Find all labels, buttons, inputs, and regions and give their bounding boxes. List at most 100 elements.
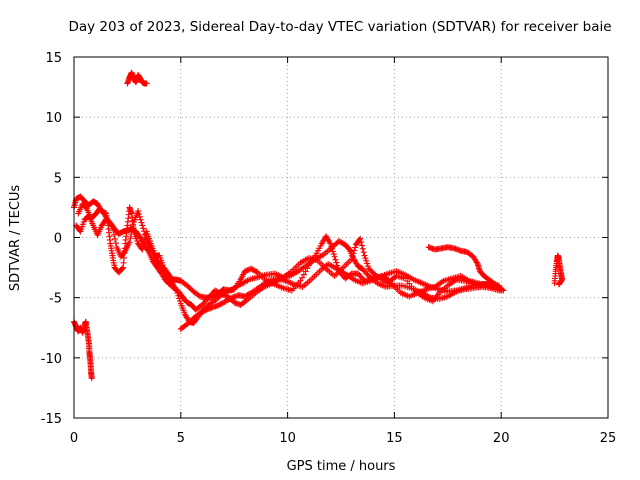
data-point-marker (111, 231, 118, 238)
data-point-marker (327, 240, 334, 247)
series-segment-early-high (124, 69, 150, 87)
data-point-marker (200, 300, 207, 307)
y-tick-label: 15 (45, 51, 62, 66)
data-point-marker (112, 240, 119, 247)
data-point-marker (357, 235, 364, 242)
data-point-marker (299, 274, 306, 281)
y-tick-label: -5 (49, 292, 62, 307)
data-point-marker (174, 290, 181, 297)
data-point-marker (348, 256, 355, 263)
data-point-marker (173, 287, 180, 294)
data-point-marker (139, 222, 146, 229)
data-point-marker (143, 80, 150, 87)
data-point-marker (337, 238, 344, 245)
data-point-marker (214, 288, 221, 295)
data-point-marker (473, 259, 480, 266)
data-series (71, 69, 566, 382)
data-point-marker (195, 292, 202, 299)
data-point-marker (243, 292, 250, 299)
data-point-marker (135, 208, 142, 215)
data-point-marker (359, 265, 366, 272)
series-segment-early-negative (71, 318, 95, 382)
data-point-marker (249, 266, 256, 273)
data-point-marker (138, 219, 145, 226)
data-point-marker (358, 274, 365, 281)
series-trace-3 (75, 200, 505, 326)
data-point-marker (364, 263, 371, 270)
data-point-marker (358, 239, 365, 246)
x-tick-label: 0 (70, 431, 78, 446)
series-segment-late (551, 252, 566, 288)
data-point-marker (217, 301, 224, 308)
x-axis-ticks: 0 5 10 15 20 25 (70, 57, 616, 446)
data-point-marker (141, 231, 148, 238)
data-point-marker (199, 308, 206, 315)
x-tick-label: 15 (386, 431, 403, 446)
data-point-marker (216, 301, 223, 308)
data-point-marker (176, 295, 183, 302)
data-point-marker (499, 286, 506, 293)
data-point-marker (245, 291, 252, 298)
data-point-marker (220, 299, 227, 306)
y-tick-label: -10 (41, 352, 62, 367)
y-axis-label: SDTVAR / TECUs (8, 185, 23, 292)
data-point-marker (222, 298, 229, 305)
data-point-marker (127, 235, 134, 242)
data-point-marker (338, 239, 345, 246)
data-point-marker (129, 227, 136, 234)
data-point-marker (225, 296, 232, 303)
data-point-marker (108, 222, 115, 229)
data-point-marker (358, 242, 365, 249)
data-point-marker (201, 298, 208, 305)
series-trace-4 (177, 260, 503, 332)
y-axis-ticks: 15 10 5 0 -5 -10 -15 (41, 51, 608, 427)
data-point-marker (355, 270, 362, 277)
data-point-marker (128, 231, 135, 238)
data-point-marker (221, 298, 228, 305)
data-point-marker (248, 265, 255, 272)
data-point-marker (211, 287, 218, 294)
data-point-marker (200, 308, 207, 315)
data-point-marker (297, 277, 304, 284)
data-point-marker (88, 375, 95, 382)
data-point-marker (141, 228, 148, 235)
data-point-marker (335, 238, 342, 245)
data-point-marker (364, 260, 371, 267)
data-point-marker (136, 213, 143, 220)
data-point-marker (500, 287, 507, 294)
data-point-marker (209, 290, 216, 297)
data-point-marker (363, 270, 370, 277)
data-point-marker (175, 292, 182, 299)
series-trace-5 (425, 244, 507, 294)
data-point-marker (199, 301, 206, 308)
data-point-marker (250, 267, 257, 274)
data-point-marker (241, 293, 248, 300)
data-point-marker (218, 300, 225, 307)
data-point-marker (330, 251, 337, 258)
data-point-marker (349, 253, 356, 260)
data-point-marker (555, 281, 562, 288)
data-point-marker (252, 267, 259, 274)
data-point-marker (203, 297, 210, 304)
data-point-marker (351, 247, 358, 254)
data-point-marker (213, 288, 220, 295)
data-point-marker (227, 295, 234, 302)
data-point-marker (140, 225, 147, 232)
data-point-marker (172, 286, 179, 293)
y-tick-label: 10 (45, 111, 62, 126)
data-point-marker (244, 292, 251, 299)
data-point-marker (331, 253, 338, 260)
data-point-marker (364, 271, 371, 278)
data-point-marker (126, 239, 133, 246)
data-point-marker (333, 259, 340, 266)
data-point-marker (360, 249, 367, 256)
data-point-marker (110, 227, 117, 234)
data-point-marker (202, 307, 209, 314)
data-point-marker (112, 235, 119, 242)
data-point-marker (357, 273, 364, 280)
x-tick-label: 20 (493, 431, 510, 446)
data-point-marker (359, 245, 366, 252)
data-point-marker (556, 280, 563, 287)
data-point-marker (119, 265, 126, 272)
